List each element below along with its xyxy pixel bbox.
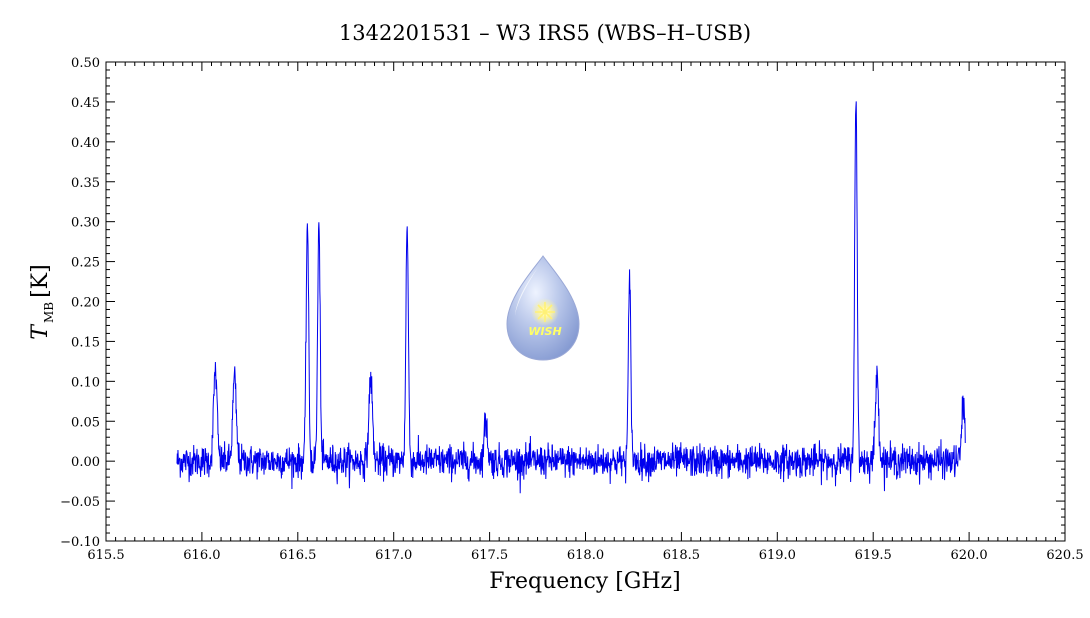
y-tick-label: 0.00 bbox=[71, 455, 100, 470]
y-tick-labels: −0.10 −0.05 0.00 0.05 0.10 0.15 0.20 0.25 0.30 0.… bbox=[60, 56, 100, 550]
y-axis-title: TMB [K] bbox=[28, 264, 56, 339]
x-tick-labels: 615.5 616.0 616.5 617.0 617.5 618.0 618.5 619.0… bbox=[87, 548, 1083, 563]
x-tick-label: 619.0 bbox=[759, 548, 796, 563]
y-tick-label: 0.20 bbox=[71, 296, 100, 311]
x-tick-label: 617.0 bbox=[375, 548, 412, 563]
series-group bbox=[176, 101, 966, 494]
y-axis-title-sub: MB bbox=[42, 302, 56, 323]
y-tick-label: 0.10 bbox=[71, 375, 100, 390]
logo-text: WISH bbox=[528, 325, 561, 338]
x-tick-label: 620.0 bbox=[950, 548, 987, 563]
x-axis-title: Frequency [GHz] bbox=[489, 569, 681, 594]
y-tick-label: −0.10 bbox=[60, 535, 100, 550]
x-tick-label: 619.5 bbox=[855, 548, 892, 563]
x-tick-label: 620.5 bbox=[1046, 548, 1083, 563]
wish-drop-logo-icon: WISH bbox=[506, 255, 580, 361]
svg-text:TMB[K]: TMB [K] bbox=[28, 264, 56, 339]
y-axis-title-unit: [K] bbox=[28, 264, 53, 298]
y-tick-label: 0.50 bbox=[71, 56, 100, 71]
chart-title: 1342201531 – W3 IRS5 (WBS–H–USB) bbox=[339, 21, 751, 45]
x-tick-label: 618.0 bbox=[567, 548, 604, 563]
y-tick-label: 0.40 bbox=[71, 136, 100, 151]
y-tick-label: 0.35 bbox=[71, 176, 100, 191]
y-tick-label: 0.45 bbox=[71, 96, 100, 111]
x-tick-label: 616.5 bbox=[279, 548, 316, 563]
y-tick-label: 0.15 bbox=[71, 335, 100, 350]
y-tick-label: 0.05 bbox=[71, 415, 100, 430]
x-tick-label: 618.5 bbox=[663, 548, 700, 563]
x-tick-label: 616.0 bbox=[183, 548, 220, 563]
spectrum-series-line bbox=[176, 101, 966, 494]
y-axis-title-main: T bbox=[28, 323, 53, 340]
y-tick-label: −0.05 bbox=[60, 495, 100, 510]
axis-ticks bbox=[105, 61, 1066, 542]
y-tick-label: 0.25 bbox=[71, 256, 100, 271]
y-tick-label: 0.30 bbox=[71, 216, 100, 231]
x-tick-label: 617.5 bbox=[471, 548, 508, 563]
x-tick-label: 615.5 bbox=[87, 548, 124, 563]
